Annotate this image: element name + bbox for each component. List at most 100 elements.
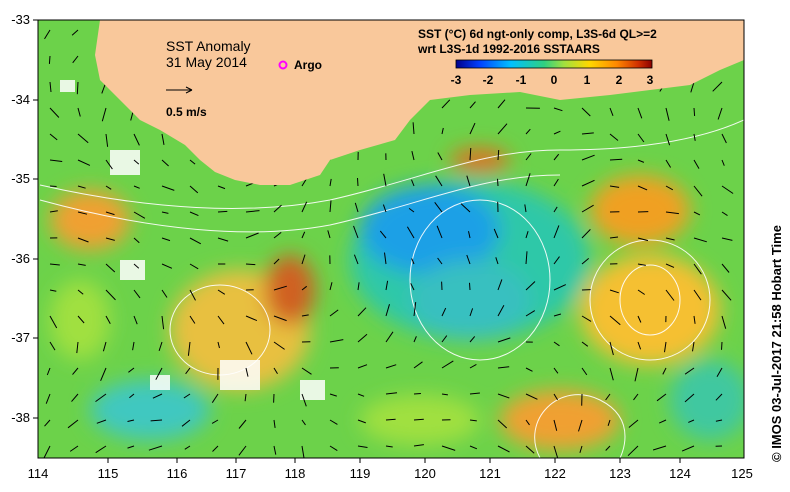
- current-arrow: [716, 367, 723, 377]
- current-arrow: [525, 153, 532, 161]
- current-arrow: [553, 225, 560, 239]
- current-arrow: [721, 185, 734, 194]
- current-arrow: [693, 237, 707, 243]
- current-arrow: [553, 313, 562, 317]
- current-arrow: [721, 263, 730, 273]
- current-arrow: [161, 133, 165, 145]
- current-arrow: [497, 123, 508, 135]
- current-arrow: [413, 418, 424, 421]
- current-arrow: [329, 339, 344, 343]
- current-arrow: [581, 367, 588, 376]
- velocity-scale-label: 0.5 m/s: [166, 105, 207, 119]
- current-arrow: [301, 314, 309, 317]
- current-arrow: [45, 393, 51, 404]
- current-arrow: [665, 289, 675, 301]
- current-arrow: [715, 419, 723, 422]
- current-arrow: [412, 122, 415, 135]
- current-arrow: [133, 133, 140, 146]
- current-arrow: [158, 341, 163, 352]
- arrow-right-icon: [185, 86, 193, 94]
- lon-tick-label: 120: [414, 466, 436, 481]
- current-arrow: [273, 315, 287, 322]
- current-arrow: [46, 367, 51, 376]
- current-arrow: [497, 99, 506, 109]
- current-arrow: [150, 419, 163, 422]
- current-arrow: [495, 257, 499, 265]
- current-arrow: [497, 366, 510, 369]
- map-date: 31 May 2014: [166, 54, 247, 70]
- colorbar-tick: 2: [616, 73, 623, 87]
- current-arrow: [189, 159, 196, 165]
- current-arrow: [609, 315, 621, 326]
- argo-marker-icon: [278, 60, 288, 70]
- current-arrow: [553, 130, 561, 135]
- current-arrow: [133, 289, 141, 299]
- current-arrow: [469, 363, 477, 369]
- current-arrow: [301, 367, 312, 375]
- current-arrow: [383, 173, 387, 187]
- current-arrow: [435, 175, 443, 187]
- current-arrow: [379, 230, 387, 239]
- colorbar-gradient: [455, 59, 653, 69]
- current-arrow: [133, 211, 146, 219]
- lon-tick-label: 121: [479, 466, 501, 481]
- current-arrow: [681, 445, 695, 452]
- current-arrow: [185, 367, 191, 375]
- current-arrow: [406, 226, 415, 239]
- current-arrow: [301, 231, 306, 239]
- current-arrow: [301, 201, 308, 213]
- current-arrow: [413, 361, 423, 369]
- current-arrow: [411, 179, 415, 187]
- current-arrow: [71, 29, 79, 36]
- current-arrow: [357, 445, 368, 448]
- plot-frame: [37, 19, 745, 459]
- current-arrow: [609, 341, 614, 356]
- current-arrow: [413, 393, 421, 395]
- current-arrow: [497, 149, 500, 161]
- current-arrow: [133, 263, 140, 269]
- current-arrow: [665, 133, 671, 146]
- current-arrow: [493, 228, 499, 239]
- current-arrow: [693, 263, 702, 275]
- current-arrow: [189, 263, 199, 270]
- current-arrow: [385, 304, 390, 317]
- current-arrow: [161, 263, 173, 269]
- argo-legend-label: Argo: [294, 58, 322, 72]
- current-arrow: [553, 419, 558, 431]
- current-arrow: [581, 341, 589, 347]
- lon-tick-label: 117: [226, 466, 247, 481]
- current-arrow: [693, 133, 696, 141]
- lon-tick-label: 122: [544, 466, 566, 481]
- current-arrow: [693, 107, 696, 117]
- current-arrow: [329, 282, 333, 291]
- current-arrow: [524, 204, 527, 213]
- current-arrow: [497, 279, 503, 291]
- current-arrow: [581, 315, 592, 322]
- current-arrow: [49, 159, 63, 162]
- current-arrow: [382, 204, 387, 213]
- credit-text: © IMOS 03-Jul-2017 21:58 Hobart Time: [769, 225, 784, 462]
- current-arrow: [441, 393, 448, 396]
- current-arrow: [553, 341, 560, 347]
- current-arrow: [273, 285, 287, 291]
- current-arrow: [152, 393, 163, 399]
- current-arrow: [49, 263, 60, 266]
- lat-tick-label: -34: [11, 92, 30, 107]
- lat-axis: -33 -34 -35 -36 -37 -38: [11, 12, 38, 425]
- current-arrow: [133, 185, 140, 189]
- current-arrow: [497, 393, 510, 399]
- lat-tick-label: -38: [11, 410, 30, 425]
- current-arrow: [357, 393, 365, 397]
- current-arrow: [217, 185, 226, 190]
- colorbar-tick: 1: [584, 73, 591, 87]
- current-arrow: [665, 237, 675, 241]
- current-arrow: [43, 445, 51, 458]
- current-arrow: [181, 419, 191, 427]
- current-arrow: [245, 367, 249, 377]
- current-arrow: [693, 159, 700, 169]
- current-arrow: [441, 307, 447, 317]
- current-arrow: [96, 419, 107, 424]
- current-arrow: [77, 133, 89, 144]
- current-arrow: [581, 229, 591, 239]
- current-arrow: [49, 133, 58, 141]
